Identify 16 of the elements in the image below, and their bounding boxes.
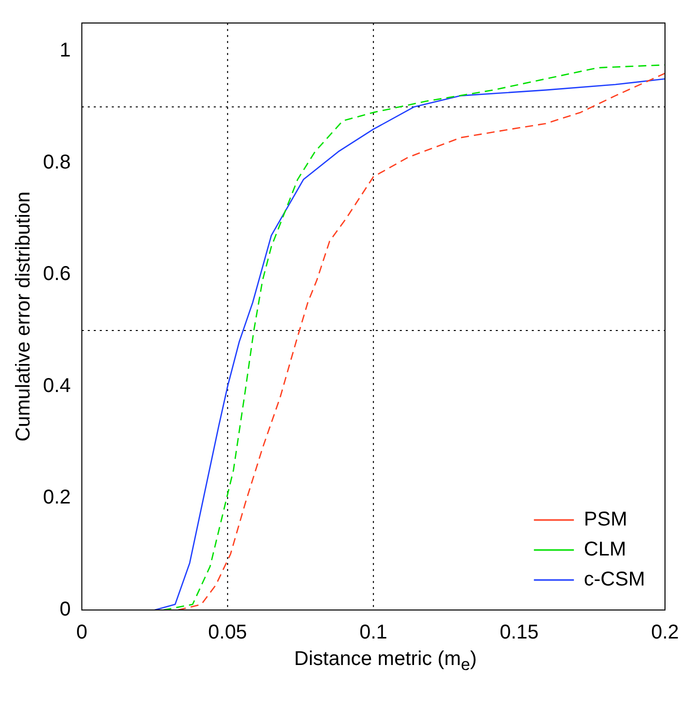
x-tick-label: 0.05 [208,622,248,644]
y-tick-label: 0 [60,598,71,621]
legend-label: c-CSM [584,568,646,591]
x-tick-label: 0.2 [651,622,679,644]
y-tick-label: 0.2 [42,486,71,509]
x-axis-title: Distance metric (m$_{e}$) [293,648,478,675]
legend-label: CLM [584,538,626,561]
legend-label: PSM [584,508,628,531]
y-tick-label: 0.4 [42,374,71,397]
y-tick-label: 1 [60,39,71,62]
y-tick-label: 0.8 [42,151,71,174]
y-axis-title: Cumulative error distribution [12,191,35,442]
y-tick-label: 0.6 [42,263,71,286]
x-tick-label: 0.1 [359,622,388,644]
x-tick-label: 0.15 [500,622,539,644]
x-tick-label: 0 [76,622,88,644]
